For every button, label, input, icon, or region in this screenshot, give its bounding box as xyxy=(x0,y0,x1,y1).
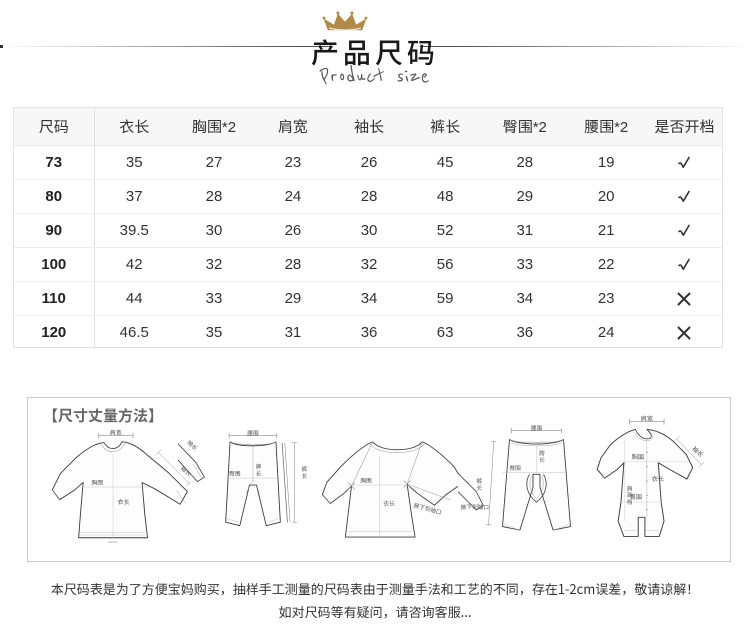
svg-text:衣长: 衣长 xyxy=(382,498,395,507)
svg-text:腋下到袖口: 腋下到袖口 xyxy=(461,502,490,511)
svg-text:长: 长 xyxy=(476,483,482,492)
svg-text:胸围: 胸围 xyxy=(632,452,644,461)
svg-text:臀围: 臀围 xyxy=(229,468,241,477)
svg-text:腰围: 腰围 xyxy=(531,423,543,432)
svg-text:肩宽: 肩宽 xyxy=(641,414,653,423)
svg-text:长: 长 xyxy=(539,455,545,464)
svg-text:腰围: 腰围 xyxy=(247,428,259,437)
svg-text:衣长: 衣长 xyxy=(117,497,130,506)
svg-text:臀围: 臀围 xyxy=(630,492,642,501)
svg-text:袖长: 袖长 xyxy=(185,438,200,453)
svg-text:胸围: 胸围 xyxy=(360,475,372,484)
svg-text:肩宽: 肩宽 xyxy=(110,428,122,436)
svg-text:衣长: 衣长 xyxy=(652,474,664,483)
svg-text:腋下到袖口: 腋下到袖口 xyxy=(413,500,443,516)
svg-text:臀围: 臀围 xyxy=(509,463,521,472)
svg-text:长: 长 xyxy=(302,471,308,480)
svg-text:长: 长 xyxy=(256,468,262,477)
svg-text:胸围: 胸围 xyxy=(91,477,103,486)
svg-text:袖长: 袖长 xyxy=(690,444,705,459)
